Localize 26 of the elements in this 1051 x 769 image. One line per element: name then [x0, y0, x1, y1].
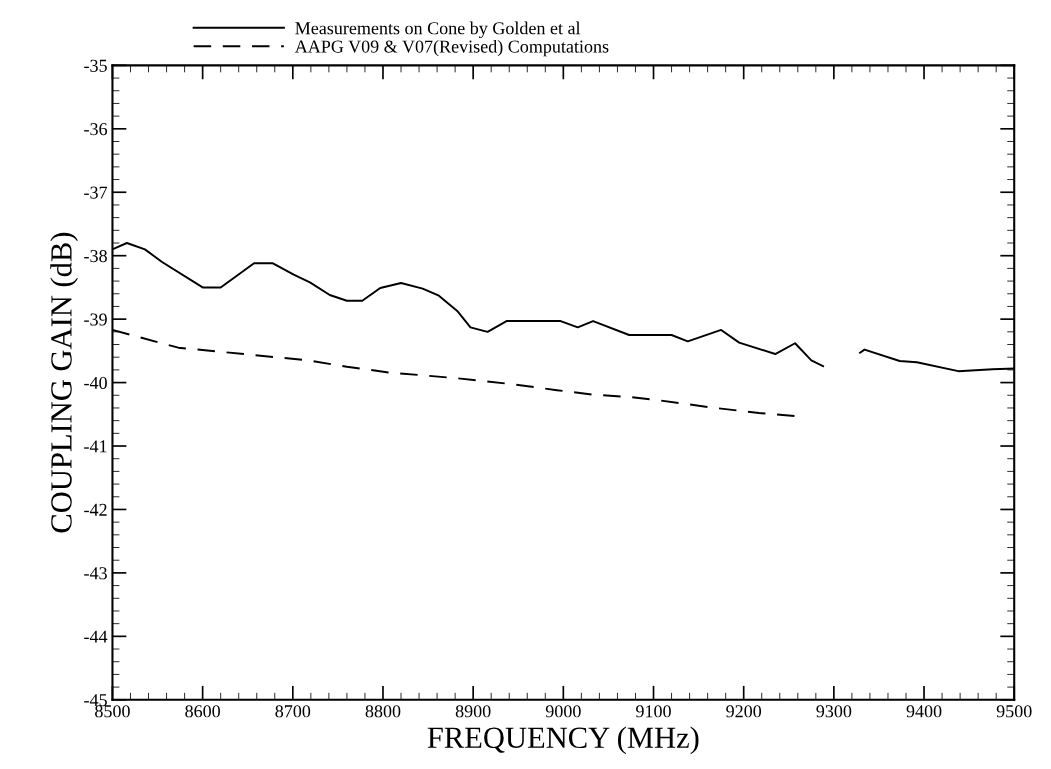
x-tick-label: 9500	[996, 705, 1032, 718]
legend-label: AAPG V09 & V07(Revised) Computations	[294, 39, 609, 57]
y-tick-label: -40	[84, 376, 107, 390]
legend-label: Measurements on Cone by Golden et al	[295, 21, 581, 39]
y-tick-label: -38	[84, 249, 107, 263]
y-tick-label: -37	[84, 186, 108, 199]
x-tick-label: 8600	[185, 705, 220, 718]
x-tick-label: 8900	[455, 705, 491, 718]
y-axis-title: COUPLING GAIN (dB)	[50, 232, 78, 533]
x-tick-label: 9200	[726, 705, 762, 718]
y-tick-label: -36	[84, 123, 108, 136]
y-tick-label: -44	[84, 630, 108, 643]
y-tick-label: -42	[84, 503, 107, 516]
x-tick-label: 8700	[275, 705, 311, 718]
x-tick-label: 9100	[636, 705, 671, 718]
x-tick-label: 9400	[906, 705, 942, 718]
y-tick-label: -41	[84, 440, 107, 453]
y-tick-label: -35	[84, 59, 107, 72]
y-tick-label: -45	[84, 694, 107, 707]
x-tick-label: 8800	[365, 705, 401, 718]
x-tick-label: 9000	[545, 705, 581, 718]
x-tick-label: 9300	[816, 705, 852, 718]
x-axis-title: FREQUENCY (MHz)	[427, 726, 699, 755]
y-tick-label: -43	[84, 567, 107, 580]
y-tick-label: -39	[84, 313, 107, 326]
x-tick-label: 8500	[95, 705, 130, 718]
